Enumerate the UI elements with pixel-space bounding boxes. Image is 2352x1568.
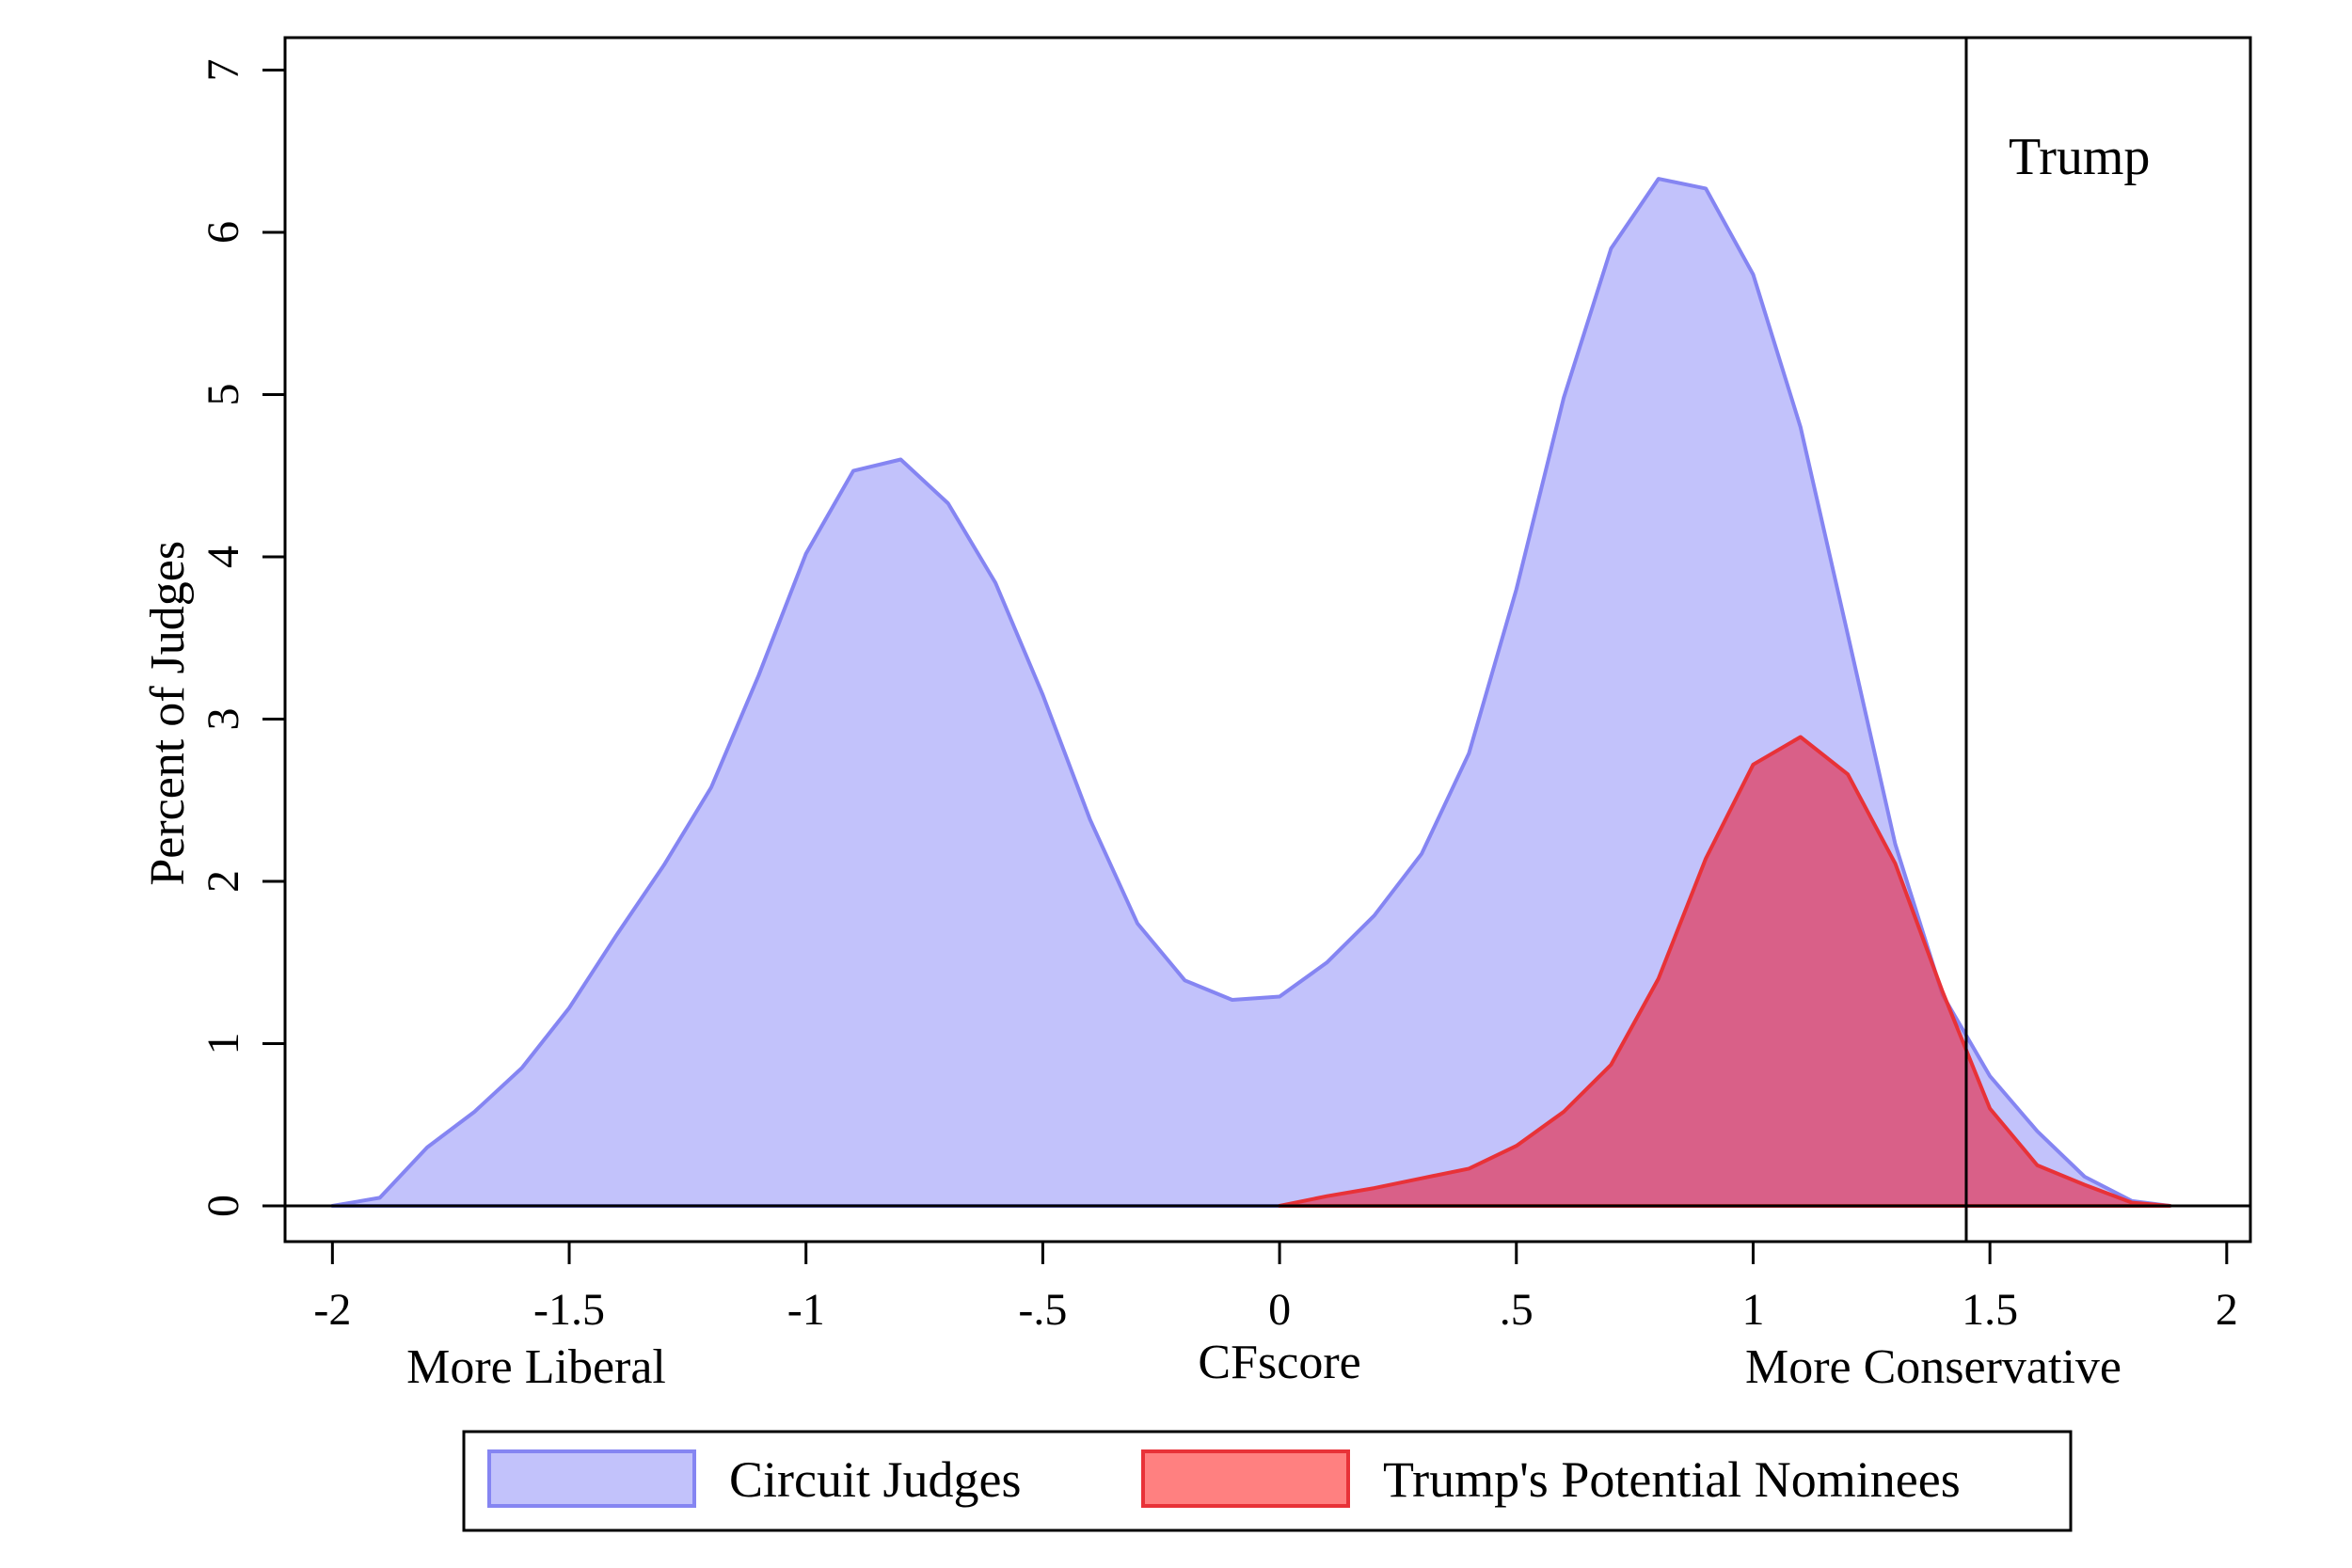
legend-label-trump-s-potential-nominees: Trump's Potential Nominees bbox=[1383, 1451, 1961, 1508]
y-tick-label: 5 bbox=[199, 384, 248, 406]
series-layer bbox=[330, 177, 2172, 1208]
x-annotation-liberal: More Liberal bbox=[406, 1340, 666, 1394]
x-tick-label: .5 bbox=[1500, 1285, 1534, 1335]
y-tick-label: 4 bbox=[199, 546, 248, 568]
x-tick-label: 0 bbox=[1268, 1285, 1291, 1335]
x-tick-label: 1 bbox=[1741, 1285, 1764, 1335]
y-tick-label: 0 bbox=[199, 1195, 248, 1217]
y-axis-title: Percent of Judges bbox=[141, 541, 195, 886]
legend-swatch-trump-s-potential-nominees bbox=[1141, 1449, 1350, 1508]
y-tick-label: 3 bbox=[199, 708, 248, 731]
x-tick-label: 1.5 bbox=[1962, 1285, 2018, 1335]
axes-layer: -2 -1.5 -1 -.5 0 .5 1 1.5 2 0 1 2 3 4 5 6 7 Percent of Ju… bbox=[141, 36, 2252, 1394]
x-tick-label: 2 bbox=[2216, 1285, 2238, 1335]
x-tick-label: -1.5 bbox=[533, 1285, 605, 1335]
x-annotation-conservative: More Conservative bbox=[1745, 1340, 2122, 1394]
y-tick-label: 6 bbox=[199, 221, 248, 244]
plot-frame bbox=[283, 36, 2252, 1243]
y-tick-label: 7 bbox=[199, 59, 248, 82]
x-tick-label: -2 bbox=[313, 1285, 351, 1335]
y-tick-label: 1 bbox=[199, 1033, 248, 1055]
legend: Circuit Judges Trump's Potential Nominees bbox=[462, 1430, 2073, 1532]
reference-layer: Trump bbox=[285, 38, 2250, 1242]
x-tick-label: -1 bbox=[787, 1285, 825, 1335]
x-axis-title: CFscore bbox=[1198, 1336, 1360, 1389]
legend-label-circuit-judges: Circuit Judges bbox=[729, 1451, 1021, 1508]
x-tick-label: -.5 bbox=[1018, 1285, 1067, 1335]
reference-line-label: Trump bbox=[2009, 128, 2150, 186]
legend-swatch-circuit-judges bbox=[487, 1449, 696, 1508]
y-tick-label: 2 bbox=[199, 870, 248, 893]
series-area-trump-s-potential-nominees bbox=[1278, 735, 2172, 1208]
